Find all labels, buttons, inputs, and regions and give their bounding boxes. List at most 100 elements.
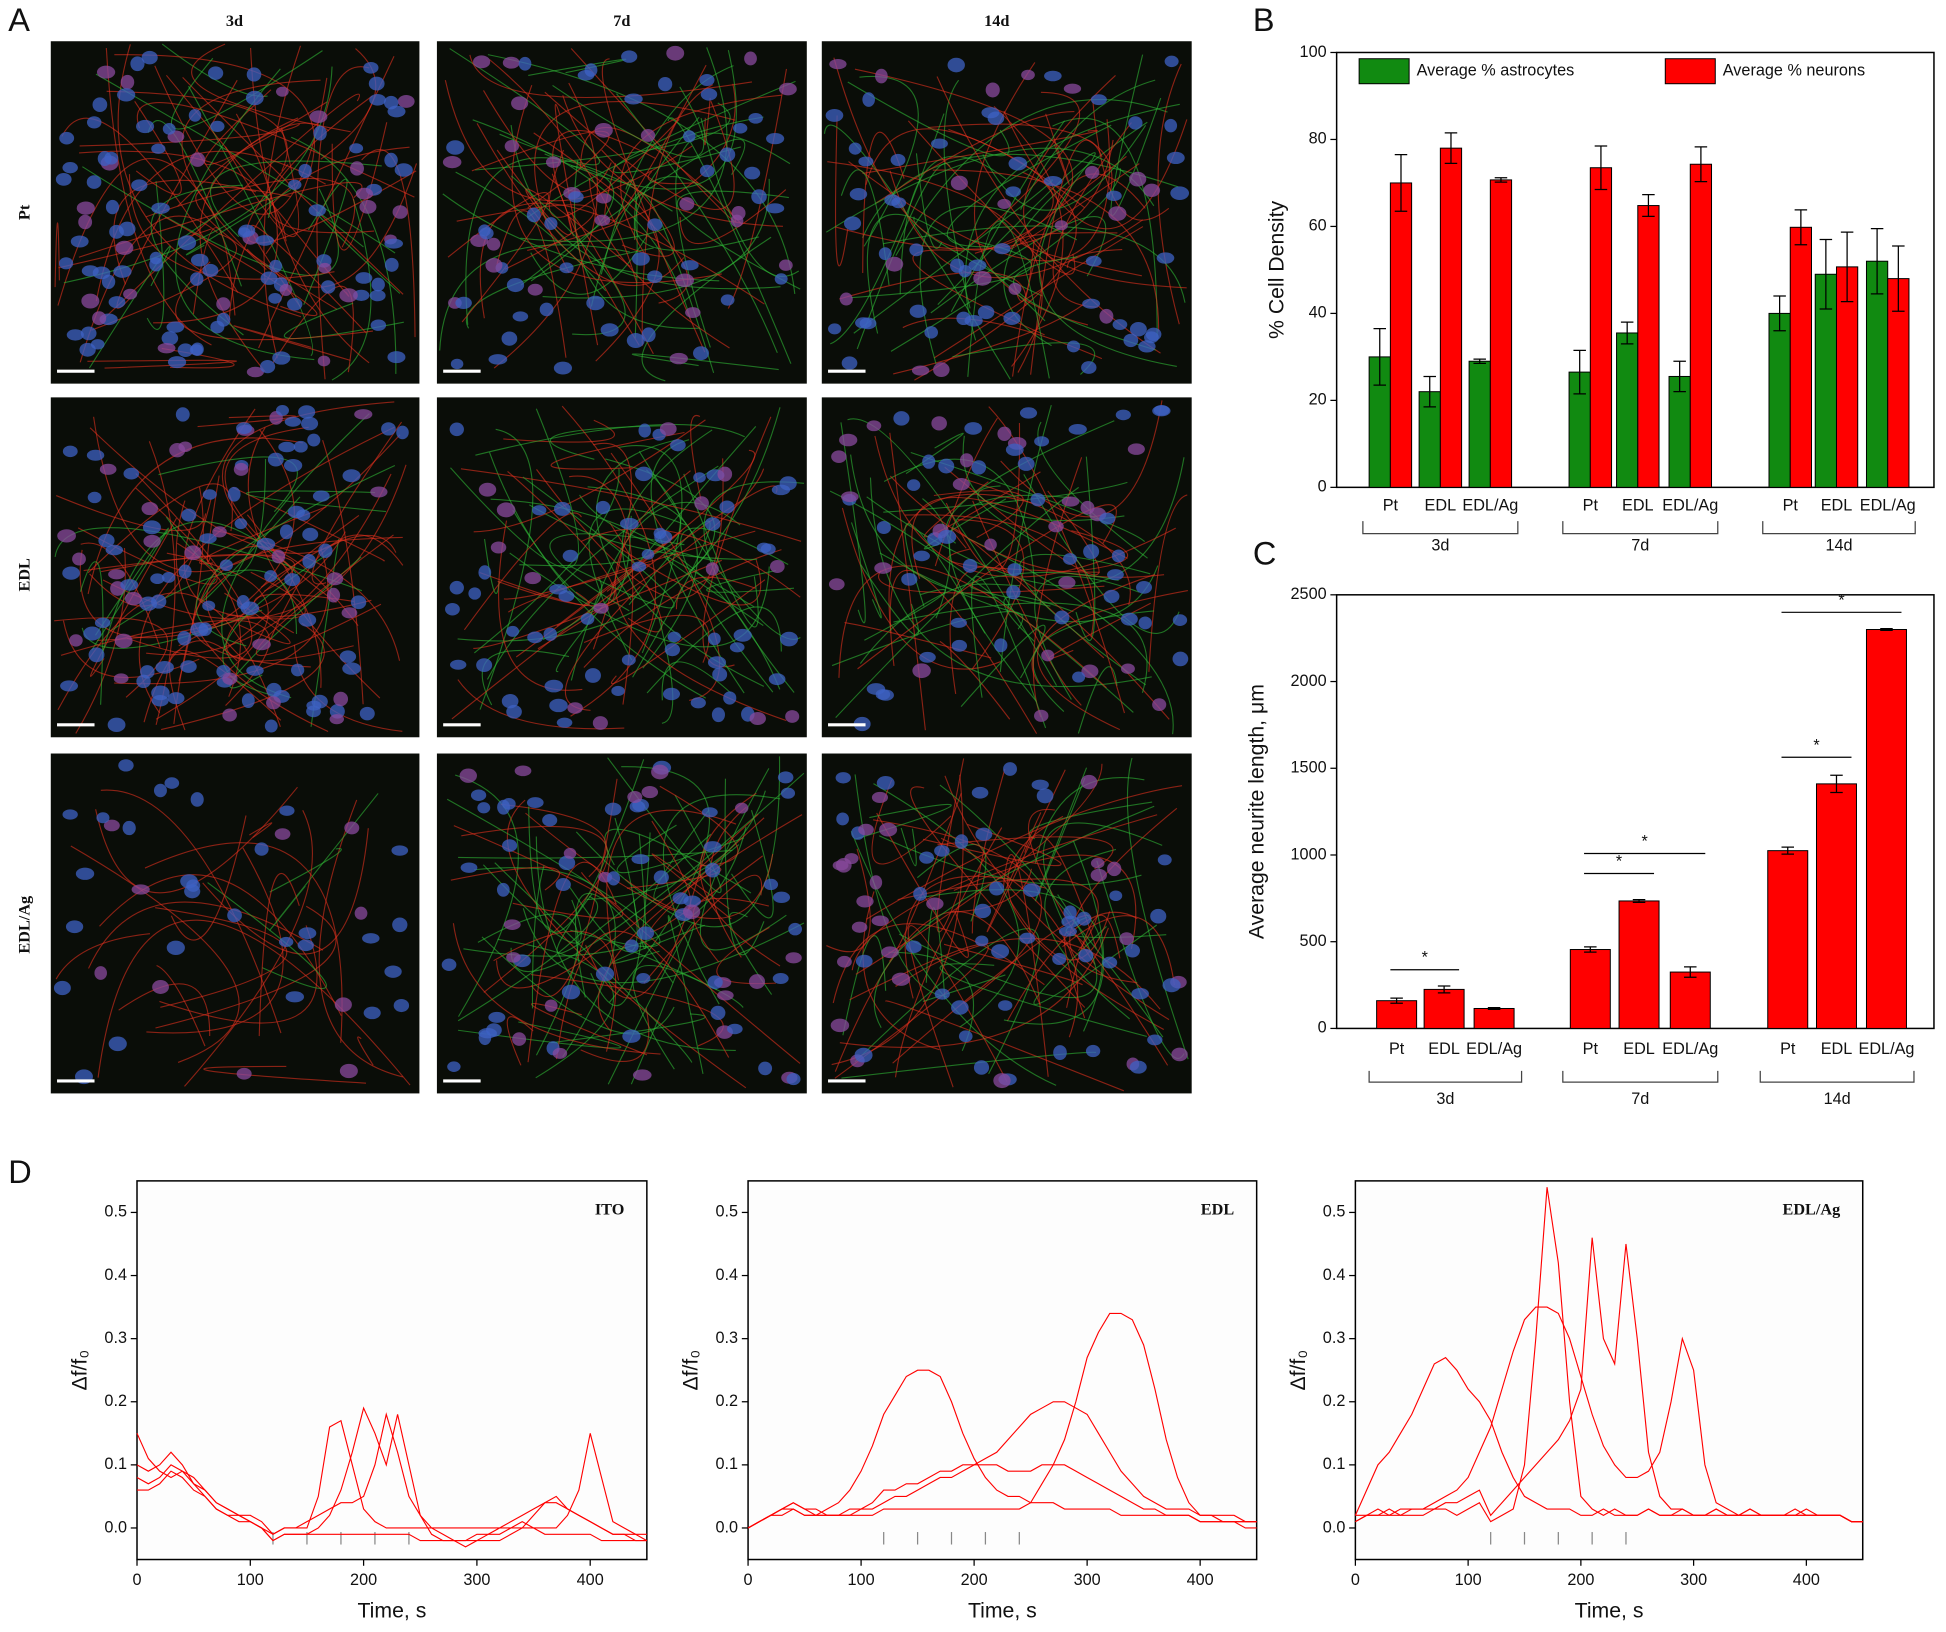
- fiber: [860, 564, 919, 636]
- fiber: [588, 178, 730, 349]
- nucleus: [53, 980, 71, 996]
- fiber: [460, 468, 802, 542]
- fiber: [254, 593, 355, 634]
- fiber: [850, 454, 999, 599]
- nucleus: [108, 1036, 127, 1052]
- nucleus: [181, 508, 197, 522]
- nucleus: [55, 173, 72, 186]
- nucleus: [152, 980, 169, 994]
- bar: [1789, 226, 1812, 488]
- nucleus: [985, 82, 1000, 98]
- y-tick-label: 20: [1309, 391, 1327, 409]
- fiber: [621, 429, 765, 687]
- y-axis-label: Δf/f₀: [67, 1350, 91, 1391]
- fiber: [114, 54, 315, 255]
- nucleus: [124, 591, 142, 606]
- group-bracket: [1362, 521, 1519, 535]
- nucleus: [301, 416, 319, 431]
- nucleus: [190, 272, 204, 286]
- nucleus: [758, 1061, 773, 1076]
- fiber: [550, 431, 685, 470]
- nucleus: [959, 453, 974, 468]
- nucleus: [667, 631, 682, 643]
- nucleus: [237, 227, 251, 238]
- nucleus: [318, 543, 333, 559]
- nucleus: [90, 339, 105, 350]
- nucleus: [699, 164, 715, 178]
- nucleus: [854, 1047, 873, 1063]
- nucleus: [151, 594, 167, 609]
- fiber: [616, 824, 745, 874]
- nucleus: [594, 214, 611, 226]
- nucleus: [627, 791, 643, 803]
- nucleus: [561, 984, 581, 1000]
- nucleus: [580, 613, 595, 625]
- nucleus: [919, 851, 935, 864]
- nucleus: [501, 694, 519, 709]
- nucleus: [544, 217, 558, 231]
- nucleus: [851, 921, 868, 933]
- nucleus: [1172, 614, 1188, 626]
- nucleus: [460, 862, 478, 873]
- nucleus: [446, 140, 465, 155]
- fiber: [911, 496, 1128, 580]
- nucleus: [1031, 779, 1049, 791]
- fiber: [224, 426, 337, 603]
- nucleus: [447, 1061, 461, 1072]
- x-tick-label: EDL/Ag: [1462, 496, 1518, 514]
- fiber: [857, 504, 1117, 670]
- nucleus: [543, 627, 558, 641]
- nucleus: [441, 958, 457, 972]
- fiber: [939, 963, 1147, 1038]
- nucleus: [717, 990, 734, 1001]
- nucleus: [86, 175, 102, 189]
- panel-label: B: [1253, 2, 1275, 38]
- bar: [1468, 360, 1491, 488]
- fiber: [145, 177, 356, 248]
- fiber: [610, 452, 721, 701]
- nucleus: [901, 572, 918, 586]
- nucleus: [950, 175, 968, 191]
- nucleus: [621, 50, 638, 63]
- nucleus: [1111, 549, 1126, 563]
- nucleus: [136, 119, 155, 134]
- nucleus: [987, 111, 1005, 125]
- y-axis-label: Δf/f₀: [678, 1350, 702, 1391]
- fiber: [87, 437, 304, 595]
- nucleus: [662, 687, 680, 701]
- nucleus: [526, 797, 544, 809]
- fiber: [233, 325, 351, 361]
- fiber: [900, 827, 917, 867]
- fiber: [1012, 173, 1146, 377]
- fiber: [626, 866, 722, 889]
- y-tick-label: 0: [1318, 1019, 1327, 1037]
- nucleus: [912, 663, 931, 679]
- fiber: [510, 125, 781, 290]
- fiber: [899, 155, 1007, 295]
- nucleus: [1162, 978, 1181, 993]
- x-tick-label: 0: [744, 1571, 753, 1589]
- nucleus: [141, 501, 159, 516]
- nucleus: [951, 639, 968, 652]
- nucleus: [874, 562, 892, 574]
- fiber: [361, 149, 416, 338]
- fiber: [967, 220, 1050, 379]
- nucleus: [191, 342, 204, 356]
- fiber: [522, 908, 805, 984]
- nucleus: [1145, 327, 1162, 341]
- fiber: [209, 160, 382, 238]
- y-tick-label: 1500: [1291, 759, 1327, 777]
- nucleus: [108, 569, 126, 580]
- fiber: [834, 943, 989, 1079]
- fiber: [544, 50, 737, 190]
- nucleus: [1119, 932, 1134, 946]
- fiber: [883, 458, 1036, 596]
- fiber: [515, 449, 756, 658]
- nucleus: [875, 689, 891, 700]
- fiber: [175, 261, 374, 341]
- nucleus: [62, 566, 80, 580]
- y-axis-label: % Cell Density: [1265, 201, 1289, 339]
- fiber: [156, 964, 206, 1047]
- fiber: [847, 418, 1058, 686]
- x-tick-label: 100: [848, 1571, 875, 1589]
